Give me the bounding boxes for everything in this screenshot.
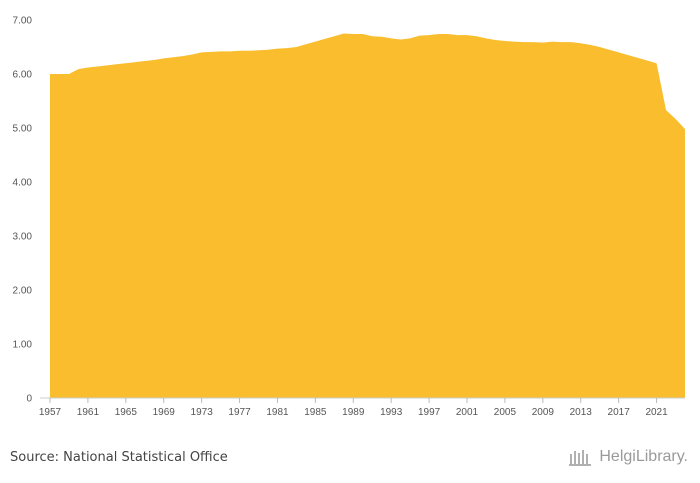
x-tick-label: 2021 (645, 407, 668, 418)
x-axis: 1957 1961 1965 1969 1973 1977 1981 1985 1989 1993… (39, 397, 685, 418)
x-tick-label: 1969 (153, 407, 176, 418)
x-tick-label: 2013 (570, 407, 593, 418)
x-tick-label: 1997 (418, 407, 441, 418)
library-icon (569, 450, 592, 466)
x-tick-label: 1965 (115, 407, 138, 418)
y-tick-label: 7.00 (13, 16, 33, 27)
logo-text: HelgiLibrary. (599, 448, 688, 465)
area-chart: 01.002.003.004.005.006.007.00 1957 1961 19… (13, 16, 685, 418)
y-tick-label: 1.00 (13, 340, 33, 351)
x-tick-label: 1977 (228, 407, 251, 418)
y-tick-label: 2.00 (13, 286, 33, 297)
x-tick-label: 1985 (304, 407, 327, 418)
area-series (50, 33, 685, 398)
x-tick-label: 2017 (608, 407, 631, 418)
x-tick-label: 1961 (77, 407, 100, 418)
x-tick-label: 1957 (39, 407, 62, 418)
x-tick-label: 2001 (456, 407, 479, 418)
x-tick-label: 1993 (380, 407, 403, 418)
source-note: Source: National Statistical Office (10, 450, 228, 465)
x-tick-label: 2009 (532, 407, 555, 418)
helgi-library-logo: HelgiLibrary. (569, 448, 688, 466)
x-tick-label: 1973 (191, 407, 214, 418)
y-tick-label: 5.00 (13, 124, 33, 135)
x-tick-label: 2005 (494, 407, 517, 418)
x-tick-label: 1989 (342, 407, 365, 418)
y-tick-label: 4.00 (13, 178, 33, 189)
y-tick-label: 3.00 (13, 232, 33, 243)
y-axis: 0 1.00 2.00 3.00 4.00 5.00 6.00 7.00 (13, 16, 33, 405)
y-tick-label: 6.00 (13, 70, 33, 81)
plot-area (50, 33, 685, 398)
y-tick-label: 0 (26, 394, 32, 405)
x-tick-label: 1981 (266, 407, 289, 418)
